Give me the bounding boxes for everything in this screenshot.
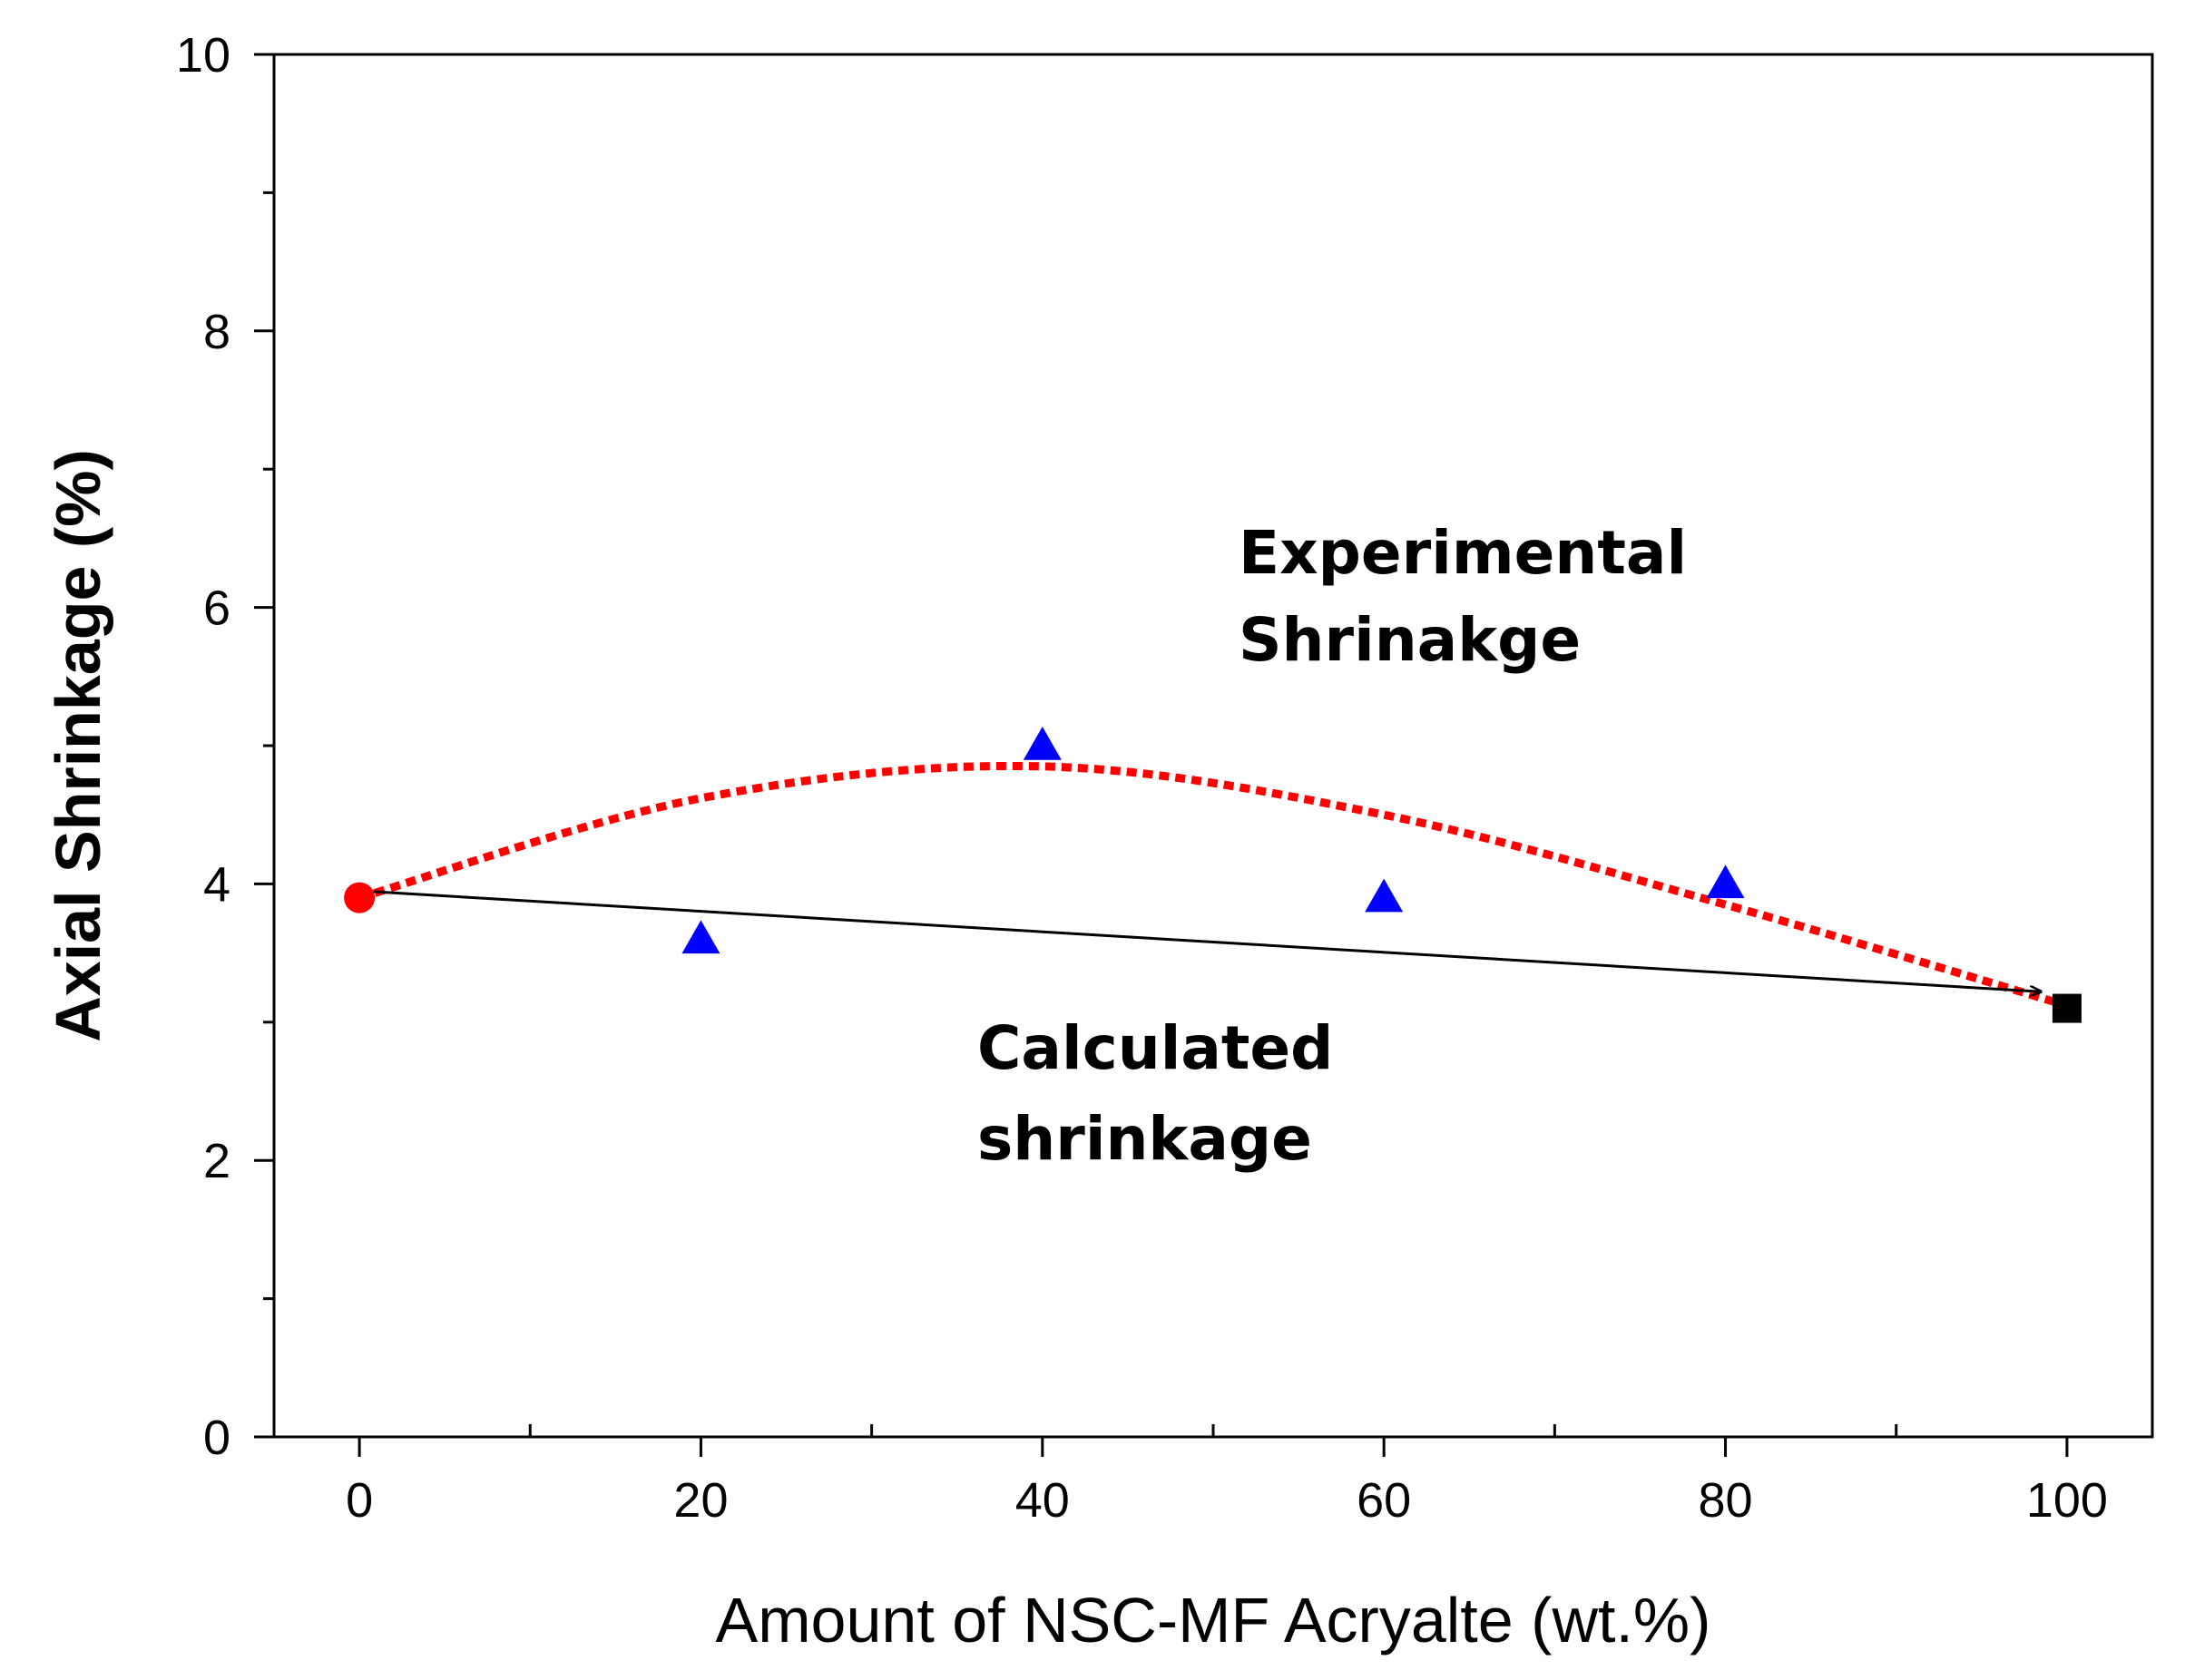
x-tick-label: 0: [346, 1473, 373, 1528]
calculated-label-line-1: Calculated: [977, 1013, 1333, 1083]
experimental-label-line-2: Shrinakge: [1239, 605, 1581, 675]
y-tick-label: 6: [203, 581, 230, 636]
x-tick-label: 20: [673, 1473, 728, 1528]
y-axis-tick-labels: 0 2 4 6 8 10: [176, 28, 230, 1465]
calculated-shrinkage-arrow: [359, 889, 2042, 991]
data-point-triangle: [1365, 878, 1404, 913]
x-tick-label: 100: [2026, 1473, 2108, 1528]
x-axis-ticks: [358, 1424, 2069, 1457]
y-tick-label: 10: [176, 28, 230, 83]
data-point-triangle: [681, 920, 720, 954]
y-tick-label: 4: [203, 857, 230, 912]
experimental-shrinkage-curve: [358, 761, 2069, 1010]
x-axis-title: Amount of NSC-MF Acryalte (wt.%): [716, 1585, 1711, 1656]
y-tick-label: 0: [203, 1411, 230, 1465]
data-points: [344, 727, 2082, 1023]
y-axis-ticks: [254, 53, 274, 1439]
data-point-square: [2052, 993, 2082, 1023]
experimental-label-line-1: Experimental: [1239, 518, 1687, 588]
calculated-label-line-2: shrinkage: [977, 1104, 1312, 1174]
data-point-triangle: [1706, 864, 1745, 899]
y-tick-label: 8: [203, 305, 230, 359]
x-tick-label: 40: [1015, 1473, 1070, 1528]
y-tick-label: 2: [203, 1134, 230, 1188]
x-tick-label: 80: [1699, 1473, 1753, 1528]
y-axis-title: Axial Shrinkage (%): [43, 449, 113, 1042]
plot-frame: [272, 53, 2154, 1439]
x-axis-tick-labels: 0 20 40 60 80 100: [346, 1473, 2108, 1528]
data-point-circle: [344, 882, 376, 913]
data-point-triangle: [1023, 727, 1062, 760]
x-tick-label: 60: [1357, 1473, 1411, 1528]
